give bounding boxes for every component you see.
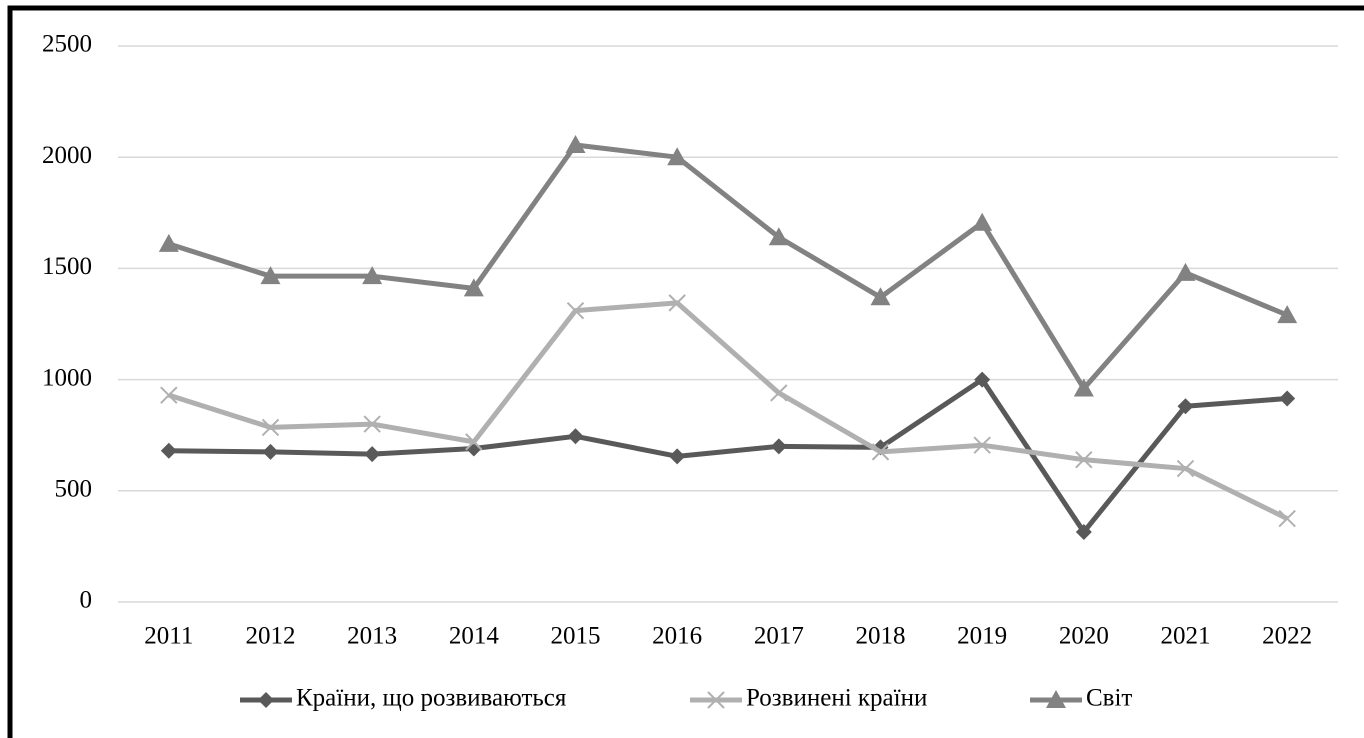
x-tick-label: 2019 [957,623,1007,650]
marker [972,212,993,231]
marker [158,233,179,252]
marker [1075,523,1092,540]
marker [870,287,891,306]
marker [260,266,281,285]
y-tick-label: 1500 [42,253,92,280]
marker [261,418,280,437]
marker [669,448,686,465]
x-tick-label: 2018 [856,623,906,650]
marker [463,278,484,297]
marker [1279,390,1296,407]
marker [1176,459,1195,478]
marker [566,301,585,320]
marker [160,386,178,404]
marker [1177,398,1194,415]
x-tick-label: 2020 [1059,623,1109,650]
y-tick-label: 500 [55,476,93,503]
marker [262,443,279,460]
marker [1075,450,1093,469]
marker [565,134,586,153]
x-tick-label: 2012 [246,623,296,650]
y-tick-label: 0 [80,587,93,614]
x-tick-label: 2013 [347,623,397,650]
marker [465,433,483,451]
marker [160,442,177,459]
marker [1277,305,1298,324]
marker [567,428,584,445]
marker [1175,262,1196,281]
x-tick-label: 2011 [144,623,193,650]
y-tick-label: 1000 [42,364,92,391]
x-tick-label: 2017 [754,623,804,650]
marker [258,692,274,708]
x-tick-label: 2014 [449,623,500,650]
marker [363,415,381,433]
series-line [168,377,1288,535]
x-tick-label: 2021 [1161,623,1211,650]
chart-border [7,5,1364,738]
marker [1278,509,1296,528]
legend-label: Світ [1086,685,1132,712]
marker [974,371,991,388]
marker [707,691,725,709]
x-tick-label: 2015 [551,623,601,650]
x-tick-label: 2016 [652,623,702,650]
marker [768,227,789,246]
series-line [168,300,1289,521]
marker [871,443,890,461]
legend-label: Розвинені країни [746,685,927,712]
marker [1046,690,1066,708]
y-tick-label: 2500 [42,31,92,58]
marker [1073,378,1094,397]
marker [362,266,383,285]
marker [667,147,688,166]
marker [770,438,787,455]
x-tick-label: 2022 [1262,623,1312,650]
marker [770,384,788,402]
legend-label: Країни, що розвиваються [296,685,567,712]
y-tick-label: 2000 [42,142,92,169]
marker [668,294,686,312]
marker [973,436,991,454]
series-line [168,142,1289,391]
marker [364,446,381,463]
